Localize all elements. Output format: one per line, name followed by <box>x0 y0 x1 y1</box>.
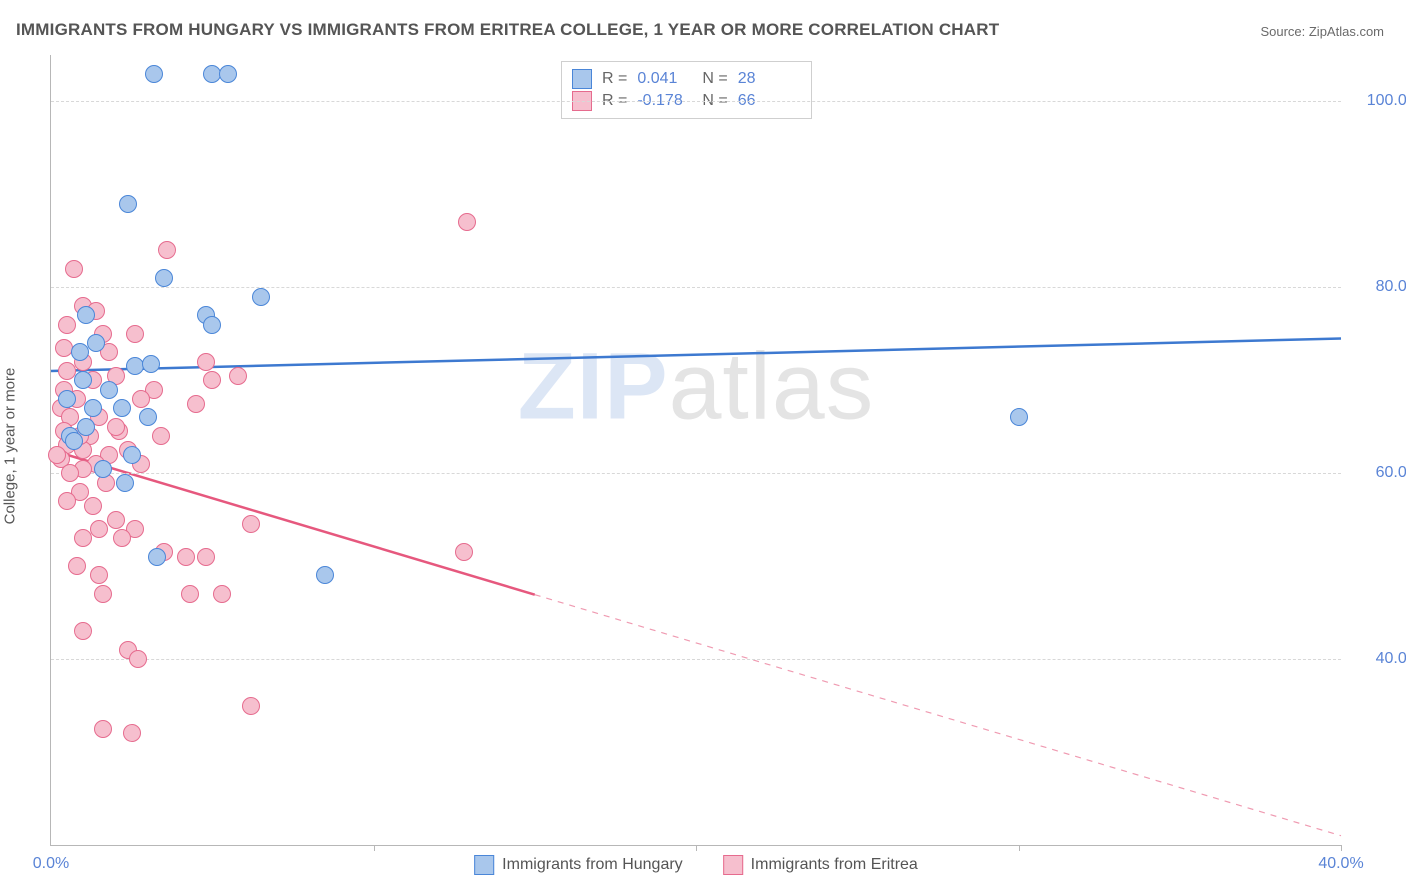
data-point <box>242 697 260 715</box>
gridline <box>51 287 1341 288</box>
legend-label: Immigrants from Hungary <box>502 856 683 874</box>
gridline <box>51 473 1341 474</box>
trend-line-dashed <box>535 595 1341 836</box>
x-tick <box>696 845 697 851</box>
data-point <box>126 357 144 375</box>
legend-stats: R =0.041N =28R =-0.178N =66 <box>561 61 812 119</box>
data-point <box>316 566 334 584</box>
data-point <box>61 464 79 482</box>
r-value: 0.041 <box>637 68 692 90</box>
data-point <box>126 325 144 343</box>
data-point <box>58 492 76 510</box>
data-point <box>84 497 102 515</box>
data-point <box>71 343 89 361</box>
data-point <box>94 720 112 738</box>
y-tick-label: 100.0% <box>1351 92 1406 110</box>
data-point <box>123 724 141 742</box>
y-tick-label: 60.0% <box>1351 464 1406 482</box>
data-point <box>74 371 92 389</box>
data-point <box>139 408 157 426</box>
legend-stat-row: R = 0.041 N = 28 <box>572 68 793 90</box>
legend-series: Immigrants from Hungary Immigrants from E… <box>474 855 918 875</box>
data-point <box>94 460 112 478</box>
x-tick <box>374 845 375 851</box>
data-point <box>58 390 76 408</box>
data-point <box>145 65 163 83</box>
trend-lines-svg <box>51 55 1341 845</box>
chart-title: IMMIGRANTS FROM HUNGARY VS IMMIGRANTS FR… <box>16 20 999 40</box>
data-point <box>458 213 476 231</box>
data-point <box>455 543 473 561</box>
data-point <box>252 288 270 306</box>
legend-label: Immigrants from Eritrea <box>751 856 918 874</box>
plot-area: ZIPatlas R =0.041N =28R =-0.178N =66 Imm… <box>50 55 1341 846</box>
data-point <box>84 399 102 417</box>
data-point <box>129 650 147 668</box>
data-point <box>77 306 95 324</box>
data-point <box>213 585 231 603</box>
data-point <box>229 367 247 385</box>
data-point <box>87 334 105 352</box>
y-tick-label: 80.0% <box>1351 278 1406 296</box>
gridline <box>51 101 1341 102</box>
data-point <box>148 548 166 566</box>
legend-swatch <box>723 855 743 875</box>
data-point <box>77 418 95 436</box>
data-point <box>158 241 176 259</box>
data-point <box>177 548 195 566</box>
data-point <box>203 316 221 334</box>
data-point <box>123 446 141 464</box>
data-point <box>65 432 83 450</box>
data-point <box>142 355 160 373</box>
gridline <box>51 659 1341 660</box>
n-label: N = <box>702 68 727 90</box>
data-point <box>107 511 125 529</box>
data-point <box>90 520 108 538</box>
data-point <box>65 260 83 278</box>
x-tick <box>1341 845 1342 851</box>
data-point <box>219 65 237 83</box>
data-point <box>116 474 134 492</box>
data-point <box>113 529 131 547</box>
data-point <box>197 548 215 566</box>
y-tick-label: 40.0% <box>1351 650 1406 668</box>
x-tick <box>1019 845 1020 851</box>
data-point <box>197 353 215 371</box>
legend-item: Immigrants from Eritrea <box>723 855 918 875</box>
n-value: 28 <box>738 68 793 90</box>
data-point <box>181 585 199 603</box>
data-point <box>58 362 76 380</box>
data-point <box>100 381 118 399</box>
data-point <box>152 427 170 445</box>
data-point <box>203 371 221 389</box>
x-tick-label: 40.0% <box>1318 855 1363 873</box>
data-point <box>74 529 92 547</box>
data-point <box>107 418 125 436</box>
data-point <box>94 585 112 603</box>
trend-line-solid <box>51 338 1341 371</box>
data-point <box>155 269 173 287</box>
source-label: Source: ZipAtlas.com <box>1260 24 1384 39</box>
data-point <box>187 395 205 413</box>
data-point <box>74 622 92 640</box>
data-point <box>68 557 86 575</box>
data-point <box>58 316 76 334</box>
y-axis-title: College, 1 year or more <box>2 368 19 525</box>
data-point <box>113 399 131 417</box>
x-tick-label: 0.0% <box>33 855 69 873</box>
data-point <box>1010 408 1028 426</box>
legend-swatch <box>572 69 592 89</box>
r-label: R = <box>602 68 627 90</box>
data-point <box>119 195 137 213</box>
data-point <box>132 390 150 408</box>
data-point <box>242 515 260 533</box>
data-point <box>90 566 108 584</box>
legend-item: Immigrants from Hungary <box>474 855 683 875</box>
legend-swatch <box>474 855 494 875</box>
data-point <box>48 446 66 464</box>
